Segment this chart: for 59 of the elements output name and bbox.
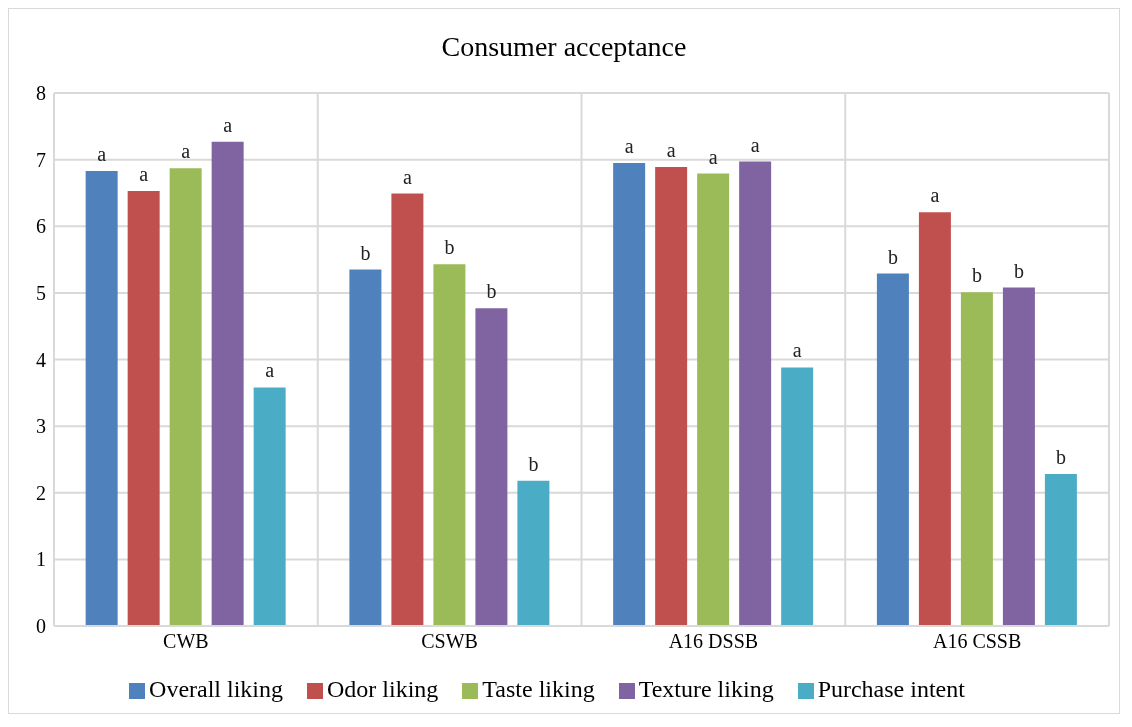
y-tick-label: 5 — [36, 281, 46, 304]
data-label: b — [887, 245, 898, 268]
data-label: b — [528, 452, 539, 475]
data-label: a — [624, 134, 634, 157]
bar — [433, 264, 466, 626]
data-label: b — [1055, 446, 1066, 469]
data-label: b — [444, 236, 455, 259]
x-tick-label: A16 CSSB — [932, 630, 1022, 653]
y-tick-label: 1 — [36, 548, 46, 571]
data-label: a — [265, 359, 275, 382]
bar — [960, 292, 993, 626]
data-label: a — [792, 339, 802, 362]
legend-label: Overall liking — [149, 676, 284, 702]
bar — [1002, 287, 1035, 626]
bar — [697, 173, 730, 626]
bar — [475, 308, 508, 626]
data-label: b — [486, 280, 497, 303]
y-tick-label: 3 — [36, 415, 46, 438]
legend-label: Purchase intent — [817, 676, 965, 702]
x-tick-label: CWB — [163, 630, 209, 653]
y-tick-label: 0 — [36, 615, 46, 638]
legend-label: Taste liking — [482, 676, 595, 702]
data-label: b — [360, 241, 371, 264]
data-label: a — [930, 184, 940, 207]
data-label: a — [750, 133, 760, 156]
bar — [517, 480, 550, 626]
data-label: b — [1013, 259, 1024, 282]
chart-title: Consumer acceptance — [440, 30, 688, 63]
data-label: b — [971, 264, 982, 287]
data-label: a — [402, 165, 412, 188]
bar — [253, 387, 286, 626]
data-label: a — [223, 113, 233, 136]
bar — [655, 166, 688, 626]
x-tick-label: A16 DSSB — [668, 630, 759, 653]
data-label: a — [181, 140, 191, 163]
y-tick-label: 8 — [36, 82, 46, 105]
data-label: a — [666, 138, 676, 161]
bar — [876, 273, 909, 626]
bar — [739, 161, 772, 626]
bar — [349, 269, 382, 626]
y-tick-label: 6 — [36, 215, 46, 238]
bar — [85, 170, 118, 626]
y-tick-label: 4 — [36, 348, 46, 371]
bar — [613, 162, 646, 626]
legend-label: Odor liking — [327, 676, 439, 702]
bar — [127, 190, 160, 626]
data-label: a — [139, 162, 149, 185]
x-tick-label: CSWB — [421, 630, 478, 653]
bar — [1044, 474, 1077, 626]
y-tick-label: 7 — [36, 148, 46, 171]
bar — [918, 212, 951, 626]
bar — [391, 193, 424, 626]
data-label: a — [708, 145, 718, 168]
bar — [169, 168, 202, 626]
legend-label: Texture liking — [638, 676, 774, 702]
bar — [211, 141, 244, 626]
data-label: a — [97, 142, 107, 165]
bar — [781, 367, 814, 626]
y-tick-label: 2 — [36, 481, 46, 504]
